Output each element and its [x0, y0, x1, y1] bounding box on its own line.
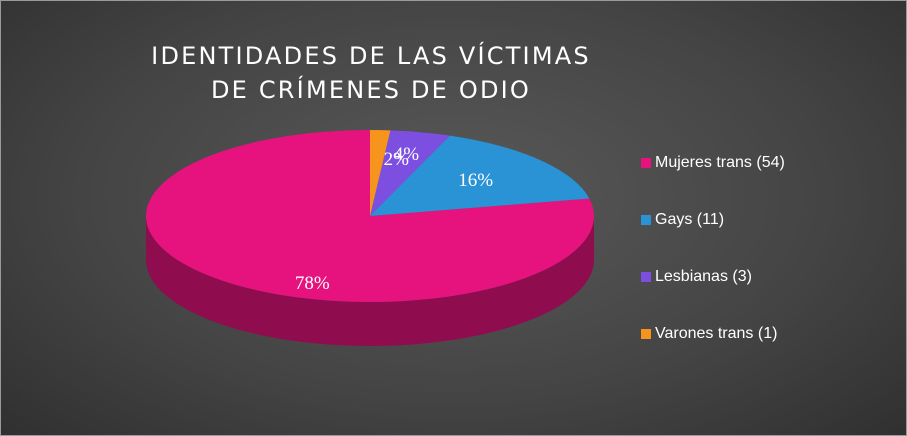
chart-legend: Mujeres trans (54) Gays (11) Lesbianas (… — [641, 153, 785, 381]
legend-item-lesbianas: Lesbianas (3) — [641, 267, 785, 287]
legend-swatch — [641, 158, 651, 168]
pie-side-mujeres-trans — [146, 216, 594, 346]
legend-label: Lesbianas (3) — [655, 268, 752, 285]
pie-slice-gays — [370, 135, 590, 216]
pie-top — [146, 130, 594, 303]
legend-label: Mujeres trans (54) — [655, 154, 785, 171]
pie-sides — [146, 216, 594, 346]
legend-item-gays: Gays (11) — [641, 210, 785, 230]
legend-item-varones-trans: Varones trans (1) — [641, 324, 785, 344]
legend-item-mujeres-trans: Mujeres trans (54) — [641, 153, 785, 173]
pie-labels: 78% 16% 4%2% — [295, 144, 493, 294]
legend-swatch — [641, 272, 651, 282]
legend-swatch — [641, 215, 651, 225]
legend-label: Varones trans (1) — [655, 325, 778, 342]
chart-title: IDENTIDADES DE LAS VÍCTIMAS DE CRÍMENES … — [151, 39, 591, 107]
chart-title-line-2: DE CRÍMENES DE ODIO — [210, 76, 532, 104]
pie-slice-varones-trans — [370, 130, 391, 216]
chart-title-line-1: IDENTIDADES DE LAS VÍCTIMAS — [151, 42, 591, 70]
pie-label-lesbianas: 4% — [394, 144, 420, 165]
pie-label-mujeres-trans: 78% — [295, 273, 330, 294]
legend-swatch — [641, 329, 651, 339]
pie-label-gays: 16% — [458, 170, 493, 191]
pie-slice-lesbianas — [370, 130, 450, 216]
pie-slice-mujeres-trans — [146, 130, 594, 303]
pie-label-varones-trans: 2% — [384, 149, 410, 170]
legend-label: Gays (11) — [655, 211, 725, 228]
